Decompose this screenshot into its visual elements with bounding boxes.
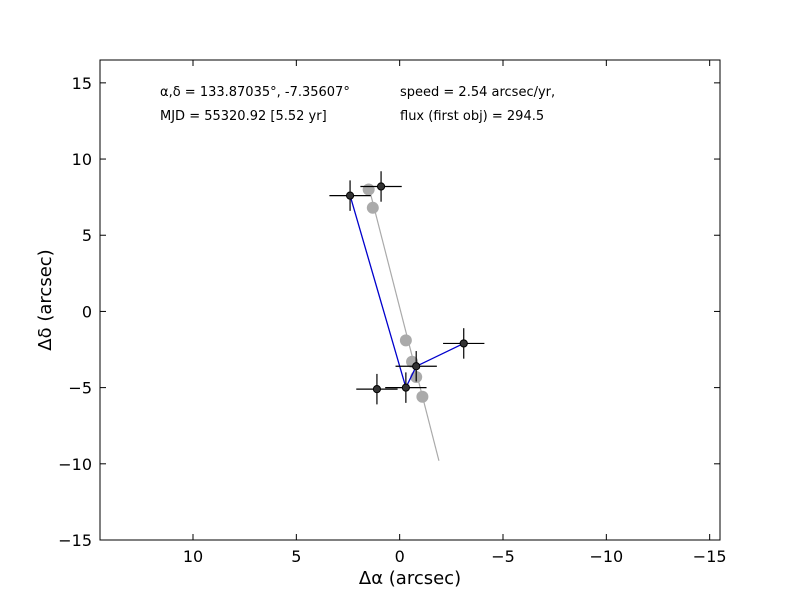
observed-point xyxy=(372,385,382,394)
predicted-track-layer xyxy=(362,183,440,461)
y-tick-label: 10 xyxy=(72,150,92,169)
y-tick-label: −5 xyxy=(68,379,92,398)
x-tick-label: 5 xyxy=(291,547,301,566)
observed-point xyxy=(459,339,468,348)
predicted-track-line xyxy=(368,186,440,461)
x-tick-label: −10 xyxy=(589,547,623,566)
observed-layer xyxy=(329,171,485,405)
annotation-flux: flux (first obj) = 294.5 xyxy=(400,109,544,124)
predicted-point xyxy=(366,201,379,214)
x-tick-label: −15 xyxy=(693,547,727,566)
y-tick-label: 0 xyxy=(82,302,92,321)
plot-frame xyxy=(99,59,721,541)
annotation-coords: α,δ = 133.87035°, -7.35607° xyxy=(160,85,350,100)
y-tick-label: −15 xyxy=(58,531,92,550)
y-tick-label: 5 xyxy=(82,226,92,245)
annotation-speed: speed = 2.54 arcsec/yr, xyxy=(400,85,555,100)
x-tick-label: −5 xyxy=(491,547,515,566)
predicted-point xyxy=(416,390,429,403)
predicted-point xyxy=(399,334,412,347)
observed-path-line xyxy=(349,195,464,390)
observed-point xyxy=(376,182,386,191)
predicted-point xyxy=(362,183,375,196)
ticks-layer: 10 5 0 −5 −10 −15 15 10 5 0 −5 −10 −15 xyxy=(58,60,727,566)
annotation-mjd: MJD = 55320.92 [5.52 yr] xyxy=(160,109,327,124)
x-axis-label: Δα (arcsec) xyxy=(359,568,461,589)
y-tick-label: 15 xyxy=(72,74,92,93)
y-tick-label: −10 xyxy=(58,455,92,474)
x-tick-label: 10 xyxy=(183,547,203,566)
x-tick-label: 0 xyxy=(395,547,405,566)
observed-point xyxy=(345,191,355,200)
observed-point xyxy=(412,362,421,371)
y-axis-label: Δδ (arcsec) xyxy=(35,249,56,350)
observed-point xyxy=(401,383,410,392)
